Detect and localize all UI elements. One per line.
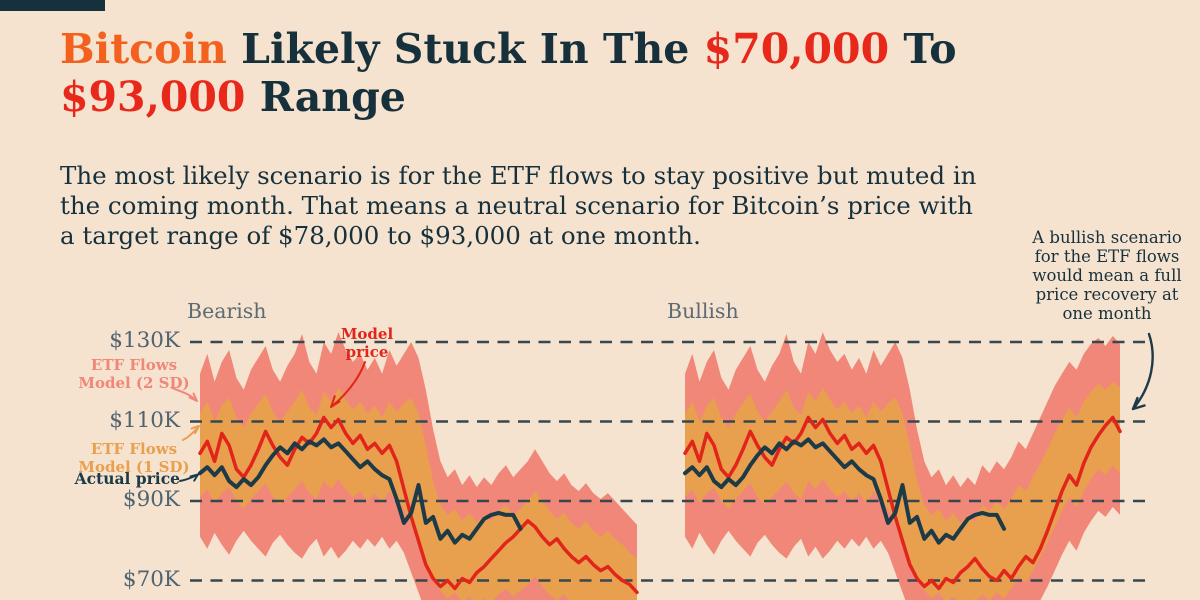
label-etf-flows-model-2sd: ETF Flows Model (2 SD) [78,356,190,393]
title-part: Likely Stuck In The [226,25,704,73]
bullish-actual-price-line [683,437,1006,545]
arrow-to-bullish-recovery-icon [1131,332,1154,411]
page-title: Bitcoin Likely Stuck In The $70,000 To $9… [60,25,1080,122]
bearish-model-price-line [198,415,639,595]
chart-title-bearish: Bearish [187,299,267,323]
y-tick-$130K: $130K [109,328,180,353]
annotation-arrows-layer [171,332,1154,482]
label-model-price: Model price [340,325,394,362]
arrow-to-1sd-band-icon [182,425,200,441]
chart-title-bullish: Bullish [667,299,739,323]
label-actual-price: Actual price [74,469,180,488]
y-tick-$70K: $70K [122,566,180,592]
bearish-actual-price-line [198,437,523,545]
chart-gridlines-layer [190,340,1146,582]
chart-bands-layer [200,332,1120,600]
label-etf-flows-model-1sd: ETF Flows Model (1 SD) [78,440,190,477]
title-part: Range [245,72,406,121]
title-part: $70,000 [703,25,890,73]
title-part: To [889,25,957,73]
arrow-to-model-price-icon [330,361,366,408]
chart-lines-layer [198,415,1122,595]
price-forecast-chart [171,332,1154,600]
brand-bar [0,0,105,11]
title-part: Bitcoin [60,25,227,73]
arrow-to-actual-price-icon [179,473,199,482]
subtitle: The most likely scenario is for the ETF … [60,161,977,251]
label-bullish-scenario-note: A bullish scenario for the ETF flows wou… [1032,228,1182,323]
arrow-to-2sd-band-icon [171,387,198,402]
y-tick-$110K: $110K [109,407,180,433]
title-part: $93,000 [60,72,246,121]
bullish-model-price-line [683,415,1122,591]
y-tick-$90K: $90K [122,487,180,512]
